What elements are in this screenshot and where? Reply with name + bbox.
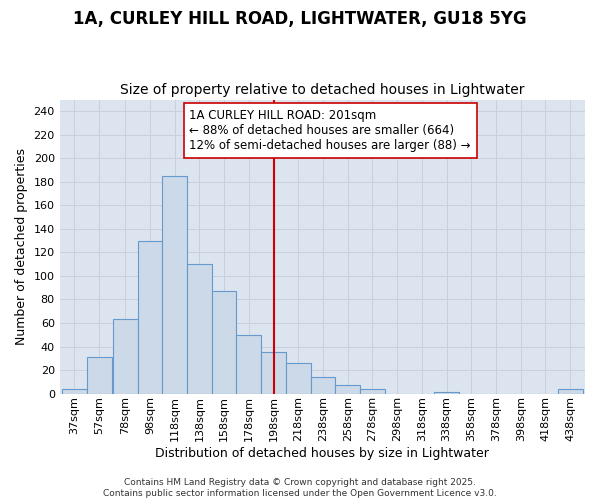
Bar [434,392,459,394]
Bar [286,363,311,394]
X-axis label: Distribution of detached houses by size in Lightwater: Distribution of detached houses by size … [155,447,489,460]
Bar [137,240,162,394]
Text: Contains HM Land Registry data © Crown copyright and database right 2025.
Contai: Contains HM Land Registry data © Crown c… [103,478,497,498]
Bar [113,320,137,394]
Bar [236,334,261,394]
Bar [212,291,236,394]
Title: Size of property relative to detached houses in Lightwater: Size of property relative to detached ho… [120,83,524,97]
Bar [62,389,87,394]
Bar [311,377,335,394]
Y-axis label: Number of detached properties: Number of detached properties [15,148,28,345]
Bar [162,176,187,394]
Bar [87,357,112,394]
Bar [187,264,212,394]
Text: 1A, CURLEY HILL ROAD, LIGHTWATER, GU18 5YG: 1A, CURLEY HILL ROAD, LIGHTWATER, GU18 5… [73,10,527,28]
Bar [558,389,583,394]
Bar [335,386,360,394]
Bar [360,389,385,394]
Bar [261,352,286,394]
Text: 1A CURLEY HILL ROAD: 201sqm
← 88% of detached houses are smaller (664)
12% of se: 1A CURLEY HILL ROAD: 201sqm ← 88% of det… [190,109,471,152]
